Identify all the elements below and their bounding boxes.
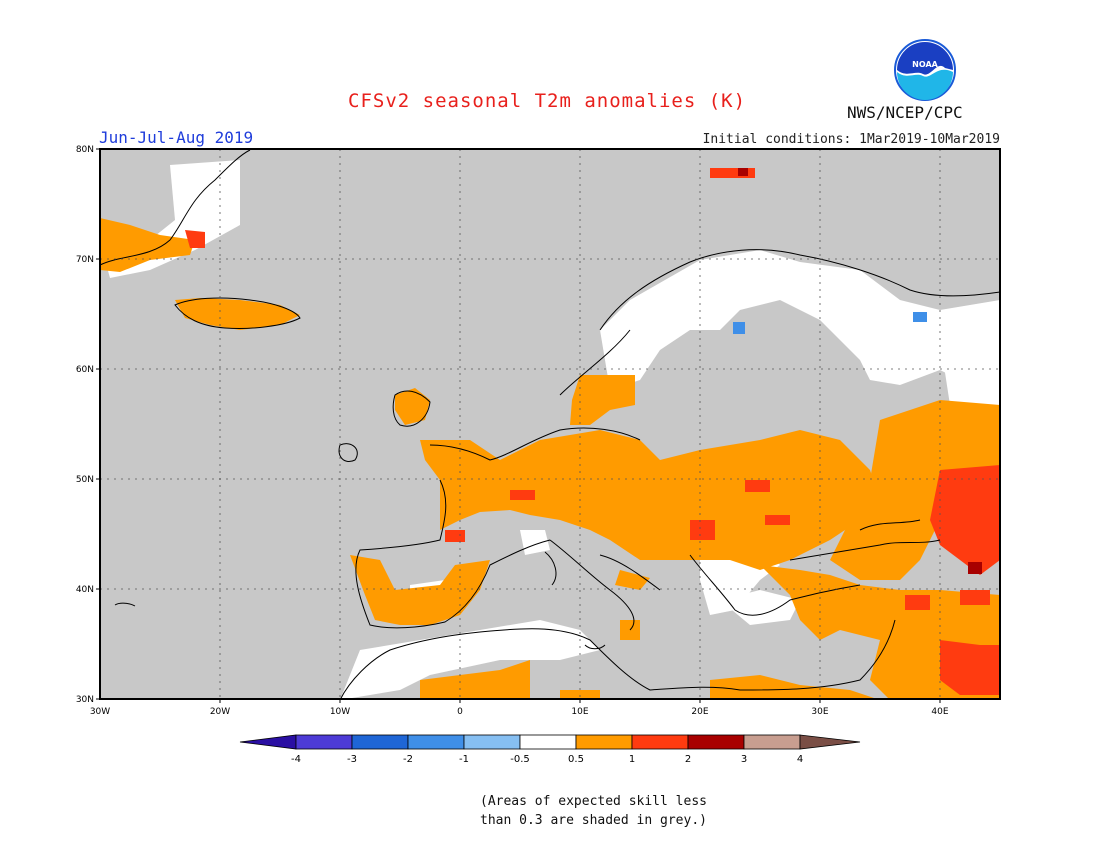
lon-tick-40e: 40E bbox=[931, 707, 948, 717]
legend-label-2: 2 bbox=[685, 754, 691, 765]
lon-tick-30w: 30W bbox=[90, 707, 110, 717]
legend-swatch-3-4 bbox=[743, 734, 801, 750]
lon-tick-30e: 30E bbox=[811, 707, 828, 717]
color-legend bbox=[239, 734, 861, 750]
coastlines bbox=[99, 149, 1001, 701]
footnote-line-1: (Areas of expected skill less bbox=[480, 794, 707, 809]
anomaly-darkred-regions bbox=[738, 168, 982, 574]
lon-ticks: 30W 20W 10W 0 10E 20E 30E 40E bbox=[90, 707, 949, 717]
footnote-line-2: than 0.3 are shaded in grey.) bbox=[480, 813, 707, 828]
legend-label-m1: -1 bbox=[459, 754, 469, 765]
lat-ticks: 80N 70N 60N 50N 40N 30N bbox=[76, 145, 94, 705]
lat-tick-60n: 60N bbox=[76, 365, 94, 375]
lon-tick-0: 0 bbox=[457, 707, 463, 717]
legend-label-1: 1 bbox=[629, 754, 635, 765]
map-frame bbox=[99, 148, 1001, 700]
legend-label-m3: -3 bbox=[347, 754, 357, 765]
noaa-logo: NOAA bbox=[894, 39, 956, 101]
lon-tick-20w: 20W bbox=[210, 707, 230, 717]
lon-tick-10w: 10W bbox=[330, 707, 350, 717]
legend-swatch-1-2 bbox=[631, 734, 689, 750]
lat-tick-70n: 70N bbox=[76, 255, 94, 265]
legend-swatch-m2-m1 bbox=[407, 734, 465, 750]
legend-swatch-gt-4 bbox=[799, 734, 861, 750]
legend-swatch-m4-m3 bbox=[295, 734, 353, 750]
legend-swatch-05-1 bbox=[575, 734, 633, 750]
legend-label-m05: -0.5 bbox=[510, 754, 530, 765]
legend-swatch-m3-m2 bbox=[351, 734, 409, 750]
legend-swatch-2-3 bbox=[687, 734, 745, 750]
lat-tick-50n: 50N bbox=[76, 475, 94, 485]
skill-footnote: (Areas of expected skill less than 0.3 a… bbox=[480, 792, 740, 830]
anomaly-red-regions bbox=[185, 168, 1000, 695]
legend-label-m4: -4 bbox=[291, 754, 301, 765]
legend-label-05: 0.5 bbox=[568, 754, 584, 765]
lat-tick-40n: 40N bbox=[76, 585, 94, 595]
legend-labels: -4 -3 -2 -1 -0.5 0.5 1 2 3 4 bbox=[291, 754, 803, 765]
legend-label-4: 4 bbox=[797, 754, 803, 765]
legend-swatch-lt-4 bbox=[239, 734, 297, 750]
lat-tick-30n: 30N bbox=[76, 695, 94, 705]
legend-swatch-m05-05 bbox=[519, 734, 577, 750]
forecast-period: Jun-Jul-Aug 2019 bbox=[99, 128, 254, 147]
noaa-logo-text: NOAA bbox=[912, 60, 938, 69]
lat-tick-80n: 80N bbox=[76, 145, 94, 155]
legend-label-3: 3 bbox=[741, 754, 747, 765]
anomaly-blue-regions bbox=[733, 312, 927, 334]
chart-title: CFSv2 seasonal T2m anomalies (K) bbox=[348, 90, 747, 112]
legend-label-m2: -2 bbox=[403, 754, 413, 765]
legend-swatch-m1-m05 bbox=[463, 734, 521, 750]
lon-tick-20e: 20E bbox=[691, 707, 708, 717]
lon-tick-10e: 10E bbox=[571, 707, 588, 717]
initial-conditions: Initial conditions: 1Mar2019-10Mar2019 bbox=[702, 132, 1000, 147]
graticule bbox=[100, 149, 1000, 699]
agency-label: NWS/NCEP/CPC bbox=[847, 103, 963, 122]
